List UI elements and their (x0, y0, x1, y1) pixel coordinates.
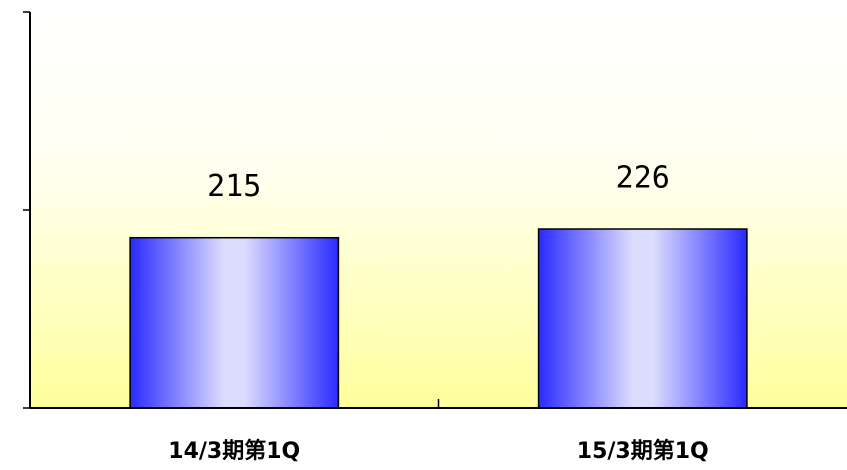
bar (129, 236, 340, 409)
value-label: 226 (616, 161, 670, 196)
x-tick-label: 15/3期第1Q (577, 438, 709, 464)
bar (537, 228, 748, 409)
x-tick-label: 14/3期第1Q (168, 438, 300, 464)
value-label: 215 (207, 169, 261, 204)
